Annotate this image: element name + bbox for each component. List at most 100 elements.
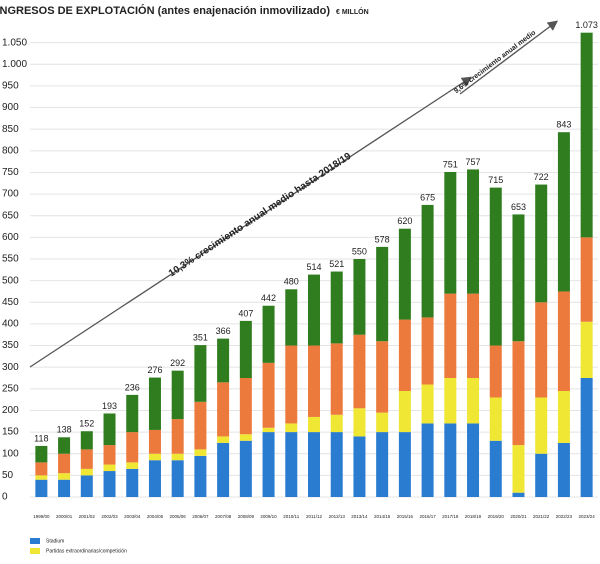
bar-segment xyxy=(421,204,434,318)
bar-segment xyxy=(58,437,71,454)
x-tick-label: 1999/00 xyxy=(33,514,50,519)
legend-label: Stadium xyxy=(46,538,64,544)
bar-segment xyxy=(80,449,93,469)
bar-segment xyxy=(421,384,434,424)
bar-segment xyxy=(308,416,320,433)
x-tick-label: 2001/02 xyxy=(79,514,96,519)
bar-segment xyxy=(535,184,548,303)
bar-segment xyxy=(217,338,230,383)
y-tick-label: 350 xyxy=(2,340,19,351)
bar-segment xyxy=(35,445,48,463)
bar-segment xyxy=(262,305,275,363)
total-label: 292 xyxy=(170,358,185,368)
bar-segment xyxy=(239,320,252,378)
y-tick-label: 550 xyxy=(2,254,19,265)
x-tick-label: 2019/20 xyxy=(488,514,505,519)
total-label: 578 xyxy=(375,234,390,244)
x-tick-label: 2022/23 xyxy=(556,514,573,519)
bar-segment xyxy=(262,362,275,428)
bar-segment xyxy=(35,479,48,497)
y-tick-label: 1.000 xyxy=(2,59,27,70)
bar-segment xyxy=(398,319,411,391)
arrow xyxy=(29,76,473,368)
bar-segment xyxy=(103,471,116,497)
bar-segment xyxy=(535,397,548,454)
total-label: 118 xyxy=(34,433,48,443)
bar-segment xyxy=(444,172,457,294)
bar-segment xyxy=(126,394,139,433)
bar-segment xyxy=(489,187,502,346)
bar-segment xyxy=(467,423,480,497)
bar-segment xyxy=(239,440,252,497)
bar-segment xyxy=(467,378,480,424)
bar-segment xyxy=(467,169,480,294)
total-label: 550 xyxy=(352,246,367,256)
bar-segment xyxy=(376,341,389,413)
bar-segment xyxy=(557,442,570,497)
bar-segment xyxy=(308,345,320,417)
bar-segment xyxy=(535,302,548,398)
y-tick-label: 200 xyxy=(2,405,19,416)
x-tick-label: 2014/15 xyxy=(374,514,391,519)
total-label: 620 xyxy=(397,216,412,226)
annotation: 10,3% crecimiento anual medio hasta 2018… xyxy=(167,151,354,280)
bar-segment xyxy=(58,453,71,474)
y-tick-label: 800 xyxy=(2,145,19,156)
bar-segment xyxy=(308,432,320,497)
x-tick-label: 2009/10 xyxy=(260,514,277,519)
total-label: 757 xyxy=(466,157,481,167)
x-tick-label: 2007/08 xyxy=(215,514,232,519)
total-label: 407 xyxy=(238,308,253,318)
bar-segment xyxy=(444,378,457,424)
y-tick-label: 750 xyxy=(2,167,19,178)
bar-segment xyxy=(535,453,548,497)
bar-segment xyxy=(512,492,525,497)
legend-swatch xyxy=(30,538,40,544)
bar-segment xyxy=(285,432,298,497)
bar-segment xyxy=(557,291,570,391)
bar-segment xyxy=(103,464,116,472)
x-tick-label: 2013/14 xyxy=(351,514,368,519)
total-label: 138 xyxy=(57,425,72,435)
bar-segment xyxy=(557,390,570,443)
y-tick-label: 100 xyxy=(2,448,19,459)
bar-segment xyxy=(239,434,252,441)
bar-segment xyxy=(262,427,275,433)
bar-segment xyxy=(148,429,161,454)
bar-segment xyxy=(171,460,184,497)
bar-segment xyxy=(103,413,116,446)
x-tick-label: 2002/03 xyxy=(101,514,118,519)
bar-segment xyxy=(557,132,570,292)
y-tick-label: 600 xyxy=(2,232,19,243)
y-tick-label: 500 xyxy=(2,275,19,286)
total-label: 236 xyxy=(125,382,140,392)
bar-segment xyxy=(398,432,411,497)
bar-segment xyxy=(35,475,48,480)
bar-segment xyxy=(353,259,366,335)
bar-segment xyxy=(489,440,502,497)
bar-segment xyxy=(353,334,366,409)
total-label: 366 xyxy=(216,326,231,336)
y-tick-label: 250 xyxy=(2,383,19,394)
x-tick-label: 2011/12 xyxy=(306,514,322,519)
total-label: 351 xyxy=(193,332,208,342)
total-label: 514 xyxy=(306,262,321,272)
bar-segment xyxy=(194,401,207,450)
bar-segment xyxy=(353,436,366,497)
x-tick-label: 2004/05 xyxy=(147,514,164,519)
bar-segment xyxy=(421,423,434,497)
y-tick-label: 150 xyxy=(2,427,19,438)
y-tick-label: 950 xyxy=(2,81,19,92)
bar-segment xyxy=(171,370,184,420)
bar-segment xyxy=(580,237,593,322)
bar-segment xyxy=(194,449,207,456)
total-label: 521 xyxy=(329,259,344,269)
bar-segment xyxy=(330,271,343,344)
bar-segment xyxy=(58,479,71,497)
bar-segment xyxy=(80,431,93,450)
bar-segment xyxy=(58,473,71,480)
plot: 0 50 100 150 200 250 300 350 400 450 500 550 600 650 7… xyxy=(2,20,598,554)
bar-segment xyxy=(330,343,343,415)
bar-segment xyxy=(126,468,139,497)
